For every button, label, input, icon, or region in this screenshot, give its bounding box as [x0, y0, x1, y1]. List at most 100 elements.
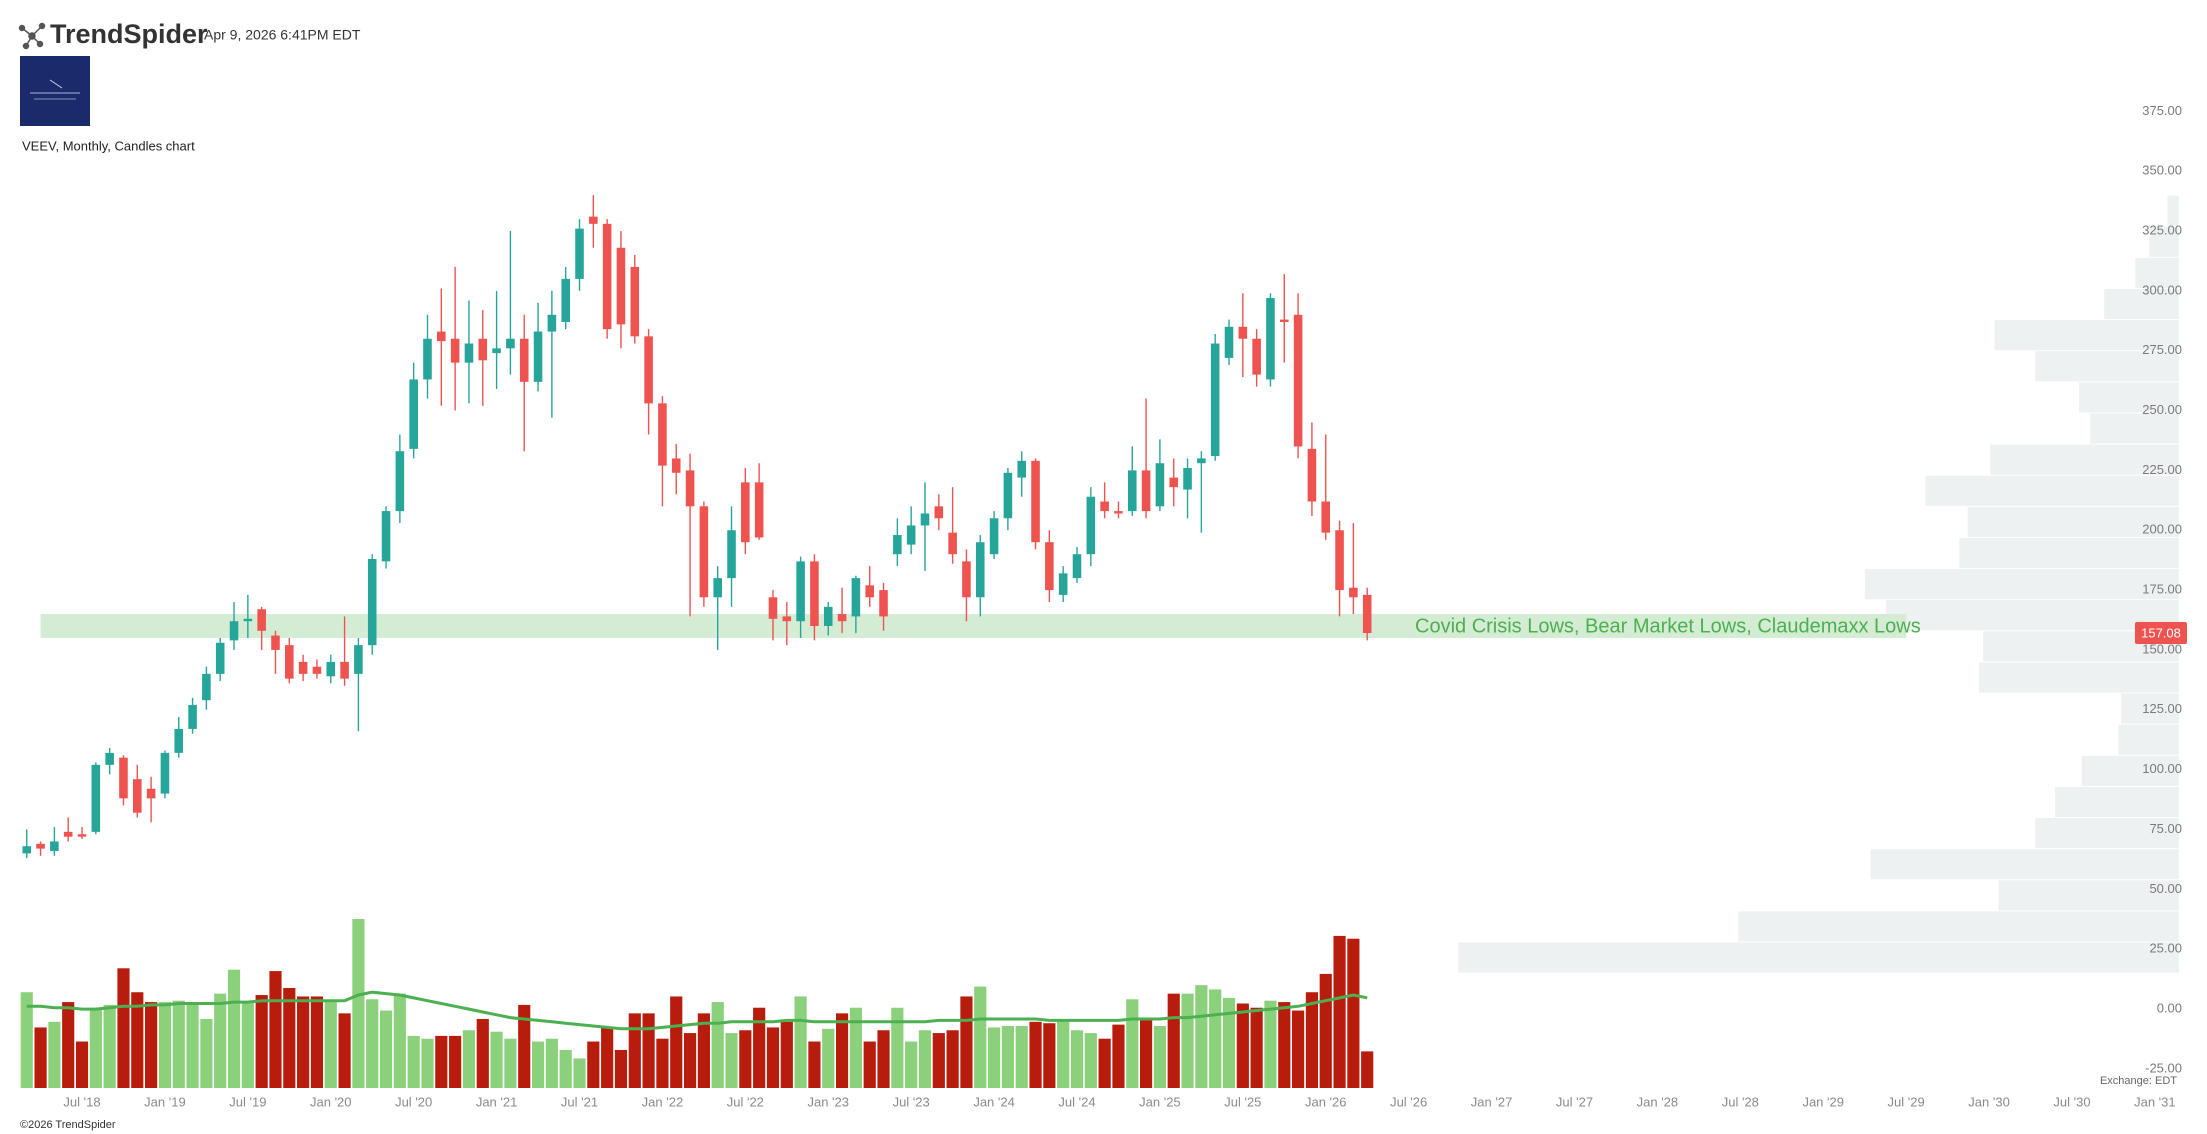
volume-bar [725, 1033, 738, 1088]
volume-profile-bar [2167, 195, 2179, 226]
volume-bar [1153, 1026, 1166, 1088]
y-tick-label: 75.00 [2149, 821, 2182, 836]
volume-bar [545, 1038, 558, 1088]
candle-body [1210, 343, 1220, 457]
x-tick-label: Jan '31 [2134, 1094, 2176, 1109]
volume-profile-bar [2104, 288, 2179, 320]
candle-body [561, 278, 570, 322]
volume-bar [794, 996, 807, 1088]
candle-body [782, 616, 792, 622]
candle-body [105, 752, 114, 765]
candle-body [893, 535, 902, 555]
volume-bar [849, 1007, 862, 1088]
candle-body [713, 578, 722, 598]
volume-bar [766, 1027, 780, 1088]
volume-bar [490, 1031, 503, 1088]
candle-body [1031, 460, 1040, 543]
candle-body [1349, 587, 1358, 598]
volume-bar [587, 1041, 600, 1088]
candle-body [464, 343, 474, 363]
volume-bar [918, 1030, 932, 1088]
candle-body [823, 606, 833, 626]
y-tick-label: 300.00 [2142, 282, 2182, 297]
candle-body [1183, 468, 1192, 490]
volume-bar [822, 1028, 835, 1088]
volume-bar [628, 1013, 641, 1088]
volume-bar [1126, 999, 1139, 1088]
candle-body [989, 518, 999, 555]
x-tick-label: Jul '28 [1722, 1094, 1759, 1109]
volume-bar [145, 1002, 158, 1088]
background-layer [40, 195, 2179, 973]
volume-bar [476, 1018, 489, 1088]
volume-bar [987, 1027, 1001, 1088]
candle-body [644, 336, 653, 404]
x-tick-label: Jan '28 [1637, 1094, 1679, 1109]
y-tick-label: 250.00 [2142, 402, 2182, 417]
candle-body [450, 338, 460, 363]
volume-bar [1001, 1026, 1014, 1088]
volume-bar [656, 1038, 669, 1088]
x-tick-label: Jan '21 [476, 1094, 518, 1109]
x-tick-label: Jan '27 [1471, 1094, 1513, 1109]
candle-body [879, 590, 888, 617]
brand-logo-icon [18, 22, 46, 50]
x-tick-label: Jul '29 [1888, 1094, 1925, 1109]
volume-bar [200, 1018, 213, 1088]
x-tick-label: Jan '24 [973, 1094, 1015, 1109]
volume-bar [739, 1030, 752, 1088]
candle-body [50, 841, 59, 852]
volume-profile-bar [2118, 724, 2179, 755]
candle-body [741, 482, 750, 543]
candle-body [119, 757, 128, 799]
volume-bar [338, 1013, 351, 1088]
candle-body [589, 216, 598, 224]
candle-body [202, 673, 211, 701]
candle-body [1238, 326, 1248, 339]
y-tick-label: 350.00 [2142, 163, 2182, 178]
candle-body [547, 314, 557, 332]
volume-bar [835, 1013, 849, 1088]
volume-bar [103, 1004, 116, 1088]
candle-body [975, 542, 985, 598]
volume-bar [974, 986, 987, 1088]
candle-body [796, 561, 805, 622]
candle-body [948, 532, 957, 555]
volume-profile-bar [1864, 569, 2179, 600]
candle-body [1003, 472, 1013, 519]
candle-body [1017, 460, 1027, 478]
volume-profile-bar [2054, 786, 2179, 818]
volume-profile-bar [2149, 226, 2179, 257]
candle-body [146, 788, 156, 799]
candle-body [519, 338, 529, 382]
volume-ma-line [26, 990, 1368, 1031]
volume-bar [1098, 1038, 1111, 1088]
volume-bar [214, 993, 227, 1088]
brand-name: TrendSpider [50, 19, 208, 49]
volume-bar [297, 996, 310, 1088]
candle-body [1224, 326, 1234, 358]
volume-profile-bar [1458, 942, 2179, 973]
candle-body [1335, 530, 1344, 591]
candle-body [1293, 314, 1303, 447]
volume-bar [1195, 985, 1208, 1088]
candle-body [91, 764, 101, 832]
volume-bar [283, 988, 296, 1088]
candle-body [395, 451, 405, 512]
y-tick-label: 200.00 [2142, 522, 2182, 537]
x-tick-label: Jul '27 [1556, 1094, 1593, 1109]
x-tick-label: Jan '20 [310, 1094, 352, 1109]
volume-bar [960, 996, 973, 1088]
x-tick-label: Jan '26 [1305, 1094, 1347, 1109]
candle-body [423, 338, 432, 380]
candle-body [188, 704, 197, 729]
volume-bar [89, 1007, 102, 1088]
y-tick-label: 125.00 [2142, 701, 2182, 716]
y-tick-label: 325.00 [2142, 222, 2182, 237]
volume-bar [449, 1035, 462, 1088]
candle-body [1141, 470, 1151, 512]
volume-bar [1222, 997, 1236, 1088]
volume-bar [1278, 1002, 1291, 1088]
volume-bar [366, 999, 379, 1088]
